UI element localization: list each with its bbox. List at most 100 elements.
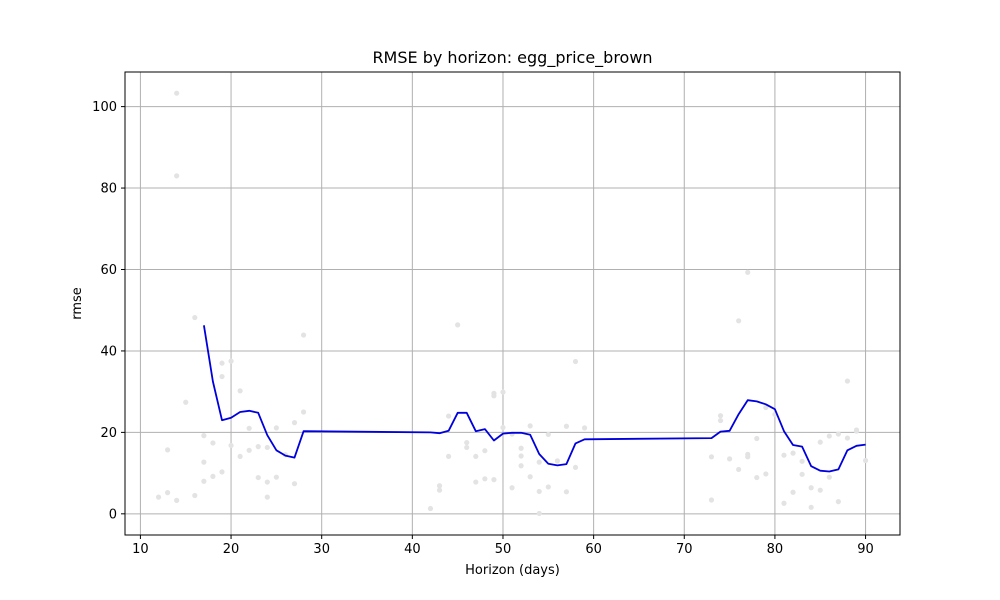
scatter-point [835,431,841,437]
scatter-point [192,314,198,321]
scatter-point [183,399,189,405]
scatter-point [853,427,860,433]
y-axis-label: rmse [70,287,85,320]
scatter-point [500,389,506,395]
scatter-point [708,497,715,503]
scatter-point [436,483,443,489]
scatter-point [790,450,796,456]
scatter-point [174,173,180,179]
scatter-point [219,360,225,366]
scatter-point [201,433,207,439]
scatter-point [436,487,443,493]
x-tick-label: 40 [404,542,421,557]
x-tick-label: 30 [313,542,330,557]
scatter-point [509,485,515,491]
scatter-point [300,332,307,338]
scatter-point [554,458,560,464]
scatter-point [273,474,279,480]
scatter-point [518,463,524,469]
scatter-point [192,492,198,499]
scatter-point [754,474,760,481]
scatter-point [445,413,452,419]
scatter-point [763,471,769,477]
y-tick-label: 20 [100,426,117,441]
scatter-point [273,425,279,431]
scatter-point [464,439,470,446]
scatter-point [572,358,579,365]
y-tick-label: 40 [100,344,117,359]
scatter-point [165,490,171,496]
scatter-point [745,269,751,275]
scatter-point [717,417,724,424]
x-tick-label: 60 [585,542,602,557]
scatter-point [581,425,588,431]
scatter-point [219,373,225,380]
scatter-point [536,510,542,517]
y-tick-label: 80 [100,182,117,197]
scatter-point [545,484,551,490]
scatter-point [844,378,851,384]
scatter-point [518,453,524,459]
scatter-point [445,453,452,460]
grid [125,72,900,535]
x-tick-label: 70 [676,542,693,557]
scatter-point [527,423,533,429]
scatter-point [717,413,724,419]
scatter-point [799,471,805,477]
scatter-point [527,474,533,480]
axis-ticks: 10 20 30 40 50 60 70 80 90 0 20 40 60 80 100 [92,100,874,557]
scatter-point [826,474,832,480]
scatter-point [155,494,162,500]
scatter-point [491,393,497,399]
scatter-point [246,447,252,453]
scatter-point [237,388,243,394]
y-tick-label: 100 [92,100,117,115]
scatter-point [165,447,171,453]
scatter-point [808,485,814,491]
y-tick-label: 0 [109,507,117,522]
scatter-point [754,435,760,442]
scatter-point [174,497,180,503]
scatter-point [736,466,742,473]
scatter-point [781,500,787,506]
scatter-point [246,425,252,431]
scatter-point [464,444,470,451]
scatter-point [817,439,823,445]
scatter-point [491,477,497,483]
scatter-point [264,479,270,485]
scatter-point [500,424,506,431]
chart-title: RMSE by horizon: egg_price_brown [372,48,652,68]
scatter-point [291,481,298,487]
scatter-point [201,478,207,484]
scatter-point [536,488,542,495]
scatter-point [300,409,307,415]
scatter-point [736,318,742,324]
scatter-point [799,458,805,464]
x-tick-label: 90 [857,542,874,557]
scatter-point [763,404,769,411]
scatter-point [237,453,243,460]
scatter-point [201,459,207,465]
scatter-point [210,473,216,479]
plot-frame [124,71,901,536]
x-tick-label: 80 [767,542,784,557]
scatter-point [826,433,832,439]
scatter-point [844,435,851,441]
scatter-point [228,358,234,364]
scatter-point [482,476,488,482]
scatter-point [427,505,434,512]
scatter-point [545,431,551,438]
scatter-point [808,504,814,510]
scatter-point [563,423,570,429]
x-axis-label: Horizon (days) [465,563,560,578]
scatter-point [219,469,225,475]
scatter-point [518,445,524,451]
scatter-point [817,487,823,493]
scatter-point [835,499,841,505]
scatter-point [255,474,261,481]
scatter-point [255,444,261,450]
scatter-point [726,456,733,462]
scatter-point [210,440,216,446]
rmse-line [203,325,866,473]
